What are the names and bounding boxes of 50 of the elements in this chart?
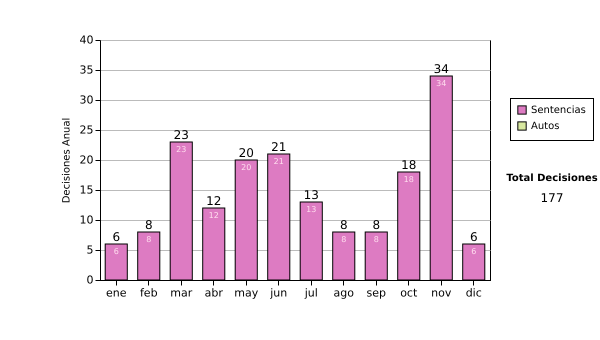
total-label: 34	[434, 62, 449, 76]
data-label: 18	[404, 175, 414, 184]
total-label: 20	[238, 146, 254, 160]
y-tick-label: 40	[80, 34, 94, 46]
x-tick-label: abr	[204, 286, 224, 300]
total-label: 13	[304, 188, 319, 202]
total-label: 6	[112, 230, 120, 244]
x-tick-label: mar	[170, 286, 193, 300]
x-tick-label: jul	[304, 286, 318, 300]
y-tick-label: 0	[86, 274, 94, 286]
data-label: 34	[436, 79, 446, 88]
data-label: 6	[471, 247, 476, 256]
total-label: 12	[206, 194, 222, 208]
x-tick-label: feb	[140, 286, 158, 300]
data-label: 21	[274, 157, 284, 166]
total-label: 6	[470, 230, 478, 244]
x-tick-label: may	[234, 286, 259, 300]
total-label: 23	[174, 128, 189, 142]
data-label: 6	[114, 247, 119, 256]
y-axis-title: Decisiones Anual	[62, 118, 73, 204]
data-label: 20	[241, 163, 252, 172]
data-label: 13	[306, 205, 316, 214]
total-label: 8	[372, 218, 380, 232]
total-label: 8	[144, 218, 153, 232]
y-tick-label: 25	[80, 124, 94, 136]
data-label: 8	[146, 235, 152, 244]
text: Total Decisiones	[506, 173, 598, 184]
data-label: 8	[341, 235, 346, 244]
total-label: 21	[271, 140, 286, 154]
legend-label: Sentencias	[531, 105, 586, 116]
data-label: 23	[176, 145, 186, 154]
x-tick-label: ago	[334, 286, 354, 300]
y-tick-label: 5	[86, 244, 94, 256]
x-tick-label: nov	[431, 286, 452, 300]
total-label: 18	[401, 158, 416, 172]
y-tick-label: 30	[80, 94, 94, 106]
data-label: 12	[208, 211, 219, 220]
data-label: 8	[374, 235, 379, 244]
legend-label: Autos	[531, 121, 560, 132]
x-tick-label: dic	[466, 286, 482, 300]
y-tick-label: 15	[80, 184, 94, 196]
y-tick-label: 35	[80, 64, 94, 76]
total-label: 8	[340, 218, 348, 232]
x-tick-label: ene	[106, 286, 127, 300]
text: 177	[540, 191, 564, 205]
y-tick-label: 10	[80, 214, 94, 226]
x-tick-label: jun	[269, 286, 288, 300]
x-tick-label: sep	[366, 286, 386, 300]
x-tick-label: oct	[400, 286, 418, 300]
y-tick-label: 20	[80, 154, 94, 166]
